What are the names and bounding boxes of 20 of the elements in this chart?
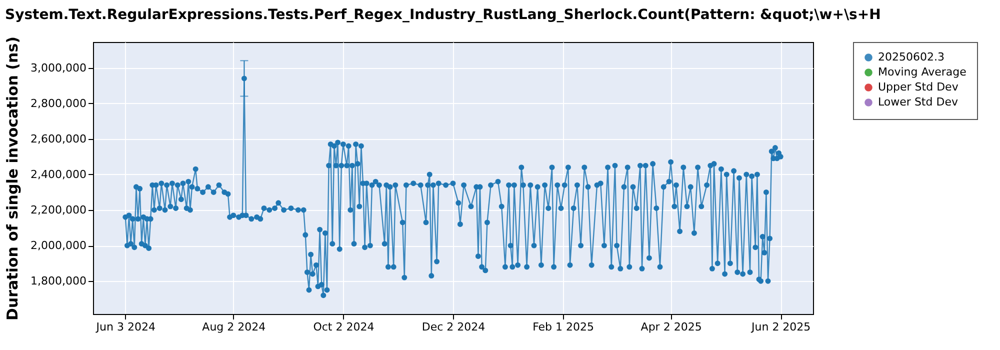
x-tick-label: Feb 1 2025 xyxy=(532,320,594,334)
x-tick-label: Oct 2 2024 xyxy=(313,320,374,334)
x-tick-label: Jun 3 2024 xyxy=(95,320,156,334)
legend-label: Lower Std Dev xyxy=(878,96,958,108)
legend-label: Upper Std Dev xyxy=(878,80,959,94)
legend-label: Moving Average xyxy=(878,66,967,78)
legend-label: 20250602.3 xyxy=(878,50,944,64)
x-tick-label: Dec 2 2024 xyxy=(422,320,486,334)
y-tick-label: 2,600,000 xyxy=(30,132,86,146)
chart-title: System.Text.RegularExpressions.Tests.Perf_Regex_Industry_RustLang_Sherlock.Count(Pattern: &quot;\w+\s+H xyxy=(5,7,881,23)
x-tick-label: Aug 2 2024 xyxy=(202,320,266,334)
y-axis-title: Duration of single invocation (ns) xyxy=(4,36,22,320)
y-tick-label: 2,400,000 xyxy=(30,168,86,181)
y-tick-label: 2,000,000 xyxy=(30,239,86,252)
x-tick-label: Jun 2 2025 xyxy=(750,320,811,334)
x-tick-label: Apr 2 2025 xyxy=(640,320,702,334)
y-tick-label: 2,800,000 xyxy=(30,96,86,110)
y-tick-label: 3,000,000 xyxy=(30,61,86,74)
y-tick-label: 1,800,000 xyxy=(30,274,86,288)
y-tick-label: 2,200,000 xyxy=(30,204,86,216)
